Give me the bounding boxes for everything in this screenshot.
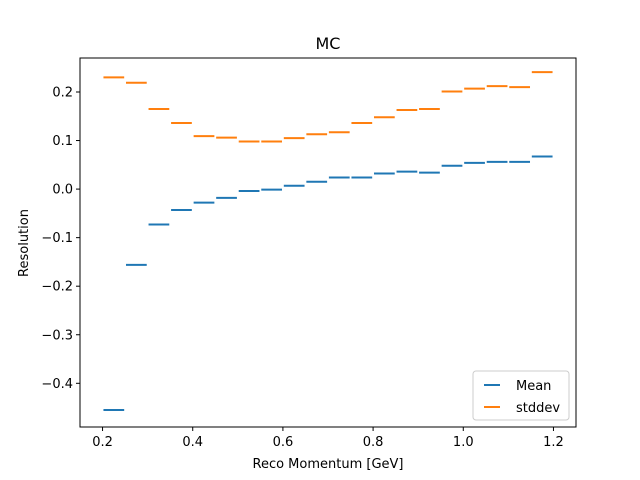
x-tick-label: 0.2 [92,435,113,450]
y-tick-label: 0.2 [52,85,73,100]
y-tick-label: −0.1 [41,231,73,246]
y-tick-label: −0.3 [41,328,73,343]
y-tick-label: 0.1 [52,134,73,149]
plot-area [79,57,577,428]
data-marks [103,71,553,412]
x-tick-label: 1.0 [453,435,474,450]
axes-frame [79,57,577,428]
x-tick-label: 0.8 [363,435,384,450]
y-axis-label: Resolution [17,209,32,277]
x-axis: 0.2 0.4 0.6 0.8 1.0 1.2 [92,427,564,450]
legend-label-stddev: stddev [516,401,560,416]
y-tick-label: −0.4 [41,377,73,392]
legend-label-mean: Mean [516,379,551,394]
x-axis-label: Reco Momentum [GeV] [253,457,404,472]
y-axis: −0.4 −0.3 −0.2 −0.1 0.0 0.1 0.2 [41,85,80,392]
x-tick-label: 0.6 [273,435,294,450]
y-tick-label: −0.2 [41,280,73,295]
y-tick-label: 0.0 [52,183,73,198]
legend: Mean stddev [472,370,570,421]
x-tick-label: 1.2 [543,435,564,450]
chart-title: MC [316,34,341,53]
x-tick-label: 0.4 [182,435,203,450]
